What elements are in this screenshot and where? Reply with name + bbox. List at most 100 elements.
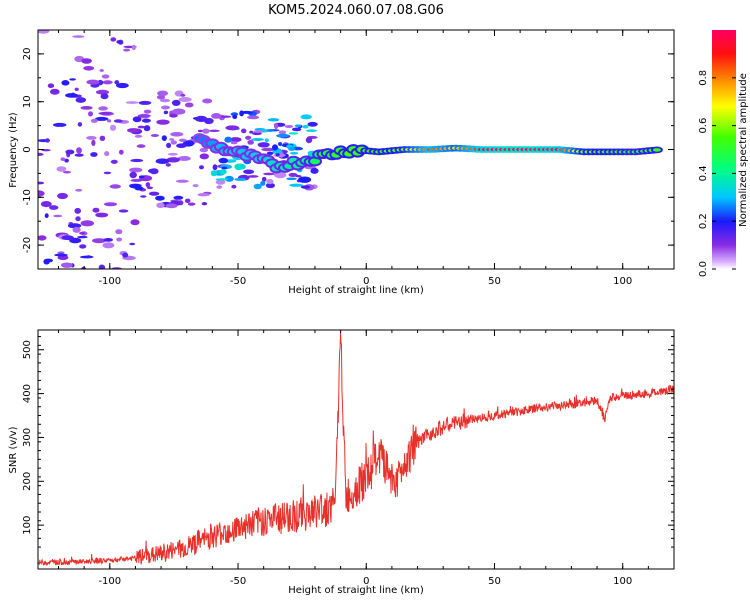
- spectral-noise-blob: [215, 178, 229, 181]
- spectral-noise-blob: [166, 142, 172, 149]
- spectral-noise-blob: [148, 191, 160, 196]
- spectral-noise-blob: [201, 202, 208, 206]
- spectral-noise-blob: [261, 147, 275, 152]
- spectral-noise-blob: [104, 202, 117, 207]
- spectral-noise-blob: [77, 235, 88, 239]
- spectral-noise-blob: [197, 193, 210, 197]
- spectral-noise-blob: [155, 158, 170, 164]
- spectral-noise-blob: [136, 144, 146, 148]
- spectral-noise-blob: [203, 117, 214, 125]
- spectral-noise-blob: [75, 97, 87, 103]
- spectral-noise-blob: [247, 140, 254, 145]
- spectral-noise-blob: [231, 184, 237, 189]
- spectral-noise-blob: [129, 171, 137, 179]
- spectral-noise-blob: [125, 101, 139, 104]
- spectral-noise-blob: [119, 149, 124, 155]
- spectral-noise-blob: [86, 255, 92, 258]
- spectral-noise-blob: [224, 136, 232, 143]
- spectral-noise-blob: [157, 90, 169, 97]
- spectral-noise-blob: [180, 93, 186, 97]
- spectral-noise-blob: [52, 122, 67, 127]
- spectral-noise-blob: [60, 157, 66, 161]
- spectral-noise-blob: [43, 258, 54, 263]
- spectral-noise-blob: [129, 167, 143, 173]
- x-tick-label: 0: [363, 276, 369, 287]
- spectral-noise-blob: [273, 153, 286, 158]
- spectral-noise-blob: [49, 205, 59, 210]
- spectral-noise-blob: [129, 242, 136, 246]
- spectral-noise-blob: [300, 185, 311, 189]
- spectral-noise-blob: [86, 136, 97, 140]
- spectrogram-y-label: Frequency (Hz): [8, 112, 19, 188]
- spectral-noise-blob: [61, 80, 70, 86]
- spectral-noise-blob: [221, 166, 228, 170]
- spectral-noise-blob: [45, 138, 50, 143]
- spectral-noise-blob: [197, 129, 203, 133]
- snr-y-ticks: 100 200 300 400 500: [22, 336, 674, 548]
- spectral-noise-blob: [101, 74, 110, 79]
- spectral-noise-blob: [266, 151, 274, 155]
- spectral-noise-blob: [159, 98, 171, 103]
- spectral-noise-blob: [116, 40, 122, 44]
- spectral-noise-blob: [95, 212, 109, 218]
- spectral-noise-blob: [171, 99, 181, 106]
- spectral-noise-blob: [165, 203, 178, 209]
- spectral-noise-blob: [211, 113, 222, 119]
- spectral-noise-blob: [38, 30, 50, 34]
- spectral-noise-blob: [145, 182, 151, 188]
- spectral-noise-blob: [80, 220, 95, 227]
- spectral-noise-blob: [54, 253, 68, 257]
- y-tick-label: 10: [22, 95, 33, 108]
- spectral-noise-blob: [267, 118, 280, 122]
- spectral-noise-blob: [166, 157, 181, 163]
- y-tick-label: 200: [22, 472, 33, 491]
- spectral-noise-blob: [74, 87, 79, 92]
- spectral-noise-blob: [109, 184, 122, 189]
- spectral-noise-blob: [72, 226, 81, 233]
- x-tick-label: 50: [488, 276, 501, 287]
- spectral-noise-blob: [261, 176, 267, 182]
- spectral-noise-blob: [276, 133, 290, 138]
- spectral-noise-blob: [47, 83, 55, 88]
- spectral-noise-blob: [64, 158, 69, 163]
- spectral-noise-blob: [310, 167, 319, 174]
- spectral-noise-blob: [143, 125, 151, 132]
- spectral-noise-blob: [130, 178, 143, 182]
- spectral-noise-blob: [292, 127, 302, 132]
- spectral-noise-blob: [90, 152, 98, 157]
- spectral-noise-blob: [92, 207, 100, 213]
- spectral-noise-blob: [246, 175, 259, 178]
- spectral-noise-blob: [90, 118, 98, 123]
- spectral-noise-blob: [169, 113, 178, 118]
- colorbar: 0.0 0.2 0.4 0.6 0.8 Normalized spectral ampl…: [698, 30, 749, 277]
- spectral-noise-blob: [219, 169, 227, 175]
- spectral-noise-blob: [134, 134, 143, 138]
- spectral-noise-blob: [95, 116, 109, 121]
- spectral-noise-blob: [247, 115, 260, 120]
- colorbar-ticks: 0.0 0.2 0.4 0.6 0.8: [698, 70, 736, 277]
- spectral-noise-blob: [288, 132, 299, 135]
- spectral-noise-blob: [67, 223, 82, 229]
- spectral-noise-blob: [170, 140, 177, 145]
- colorbar-tick-label: 0.0: [698, 261, 709, 277]
- spectral-noise-blob: [202, 98, 213, 104]
- x-tick-label: 0: [363, 576, 369, 587]
- spectral-noise-blob: [40, 201, 52, 208]
- spectral-noise-blob: [302, 124, 309, 129]
- spectral-noise-blob: [109, 124, 117, 131]
- colorbar-label: Normalized spectral amplitude: [738, 73, 749, 227]
- spectral-noise-blob: [307, 121, 318, 127]
- spectral-noise-blob: [300, 114, 312, 120]
- spectral-noise-blob: [137, 114, 151, 118]
- spectral-noise-blob: [212, 164, 218, 171]
- spectral-noise-blob: [110, 159, 118, 164]
- spectral-noise-blob: [99, 69, 104, 72]
- snr-panel: -100 -50 0 50 100 100 200 300 400 500 Height of …: [8, 329, 675, 596]
- spectral-noise-blob: [187, 202, 196, 206]
- spectral-noise-blob: [65, 93, 78, 98]
- spectral-noise-blob: [243, 169, 255, 175]
- snr-x-ticks: -100 -50 0 50 100: [58, 330, 675, 587]
- spectral-noise-blob: [57, 251, 65, 254]
- spectral-noise-blob: [274, 122, 279, 130]
